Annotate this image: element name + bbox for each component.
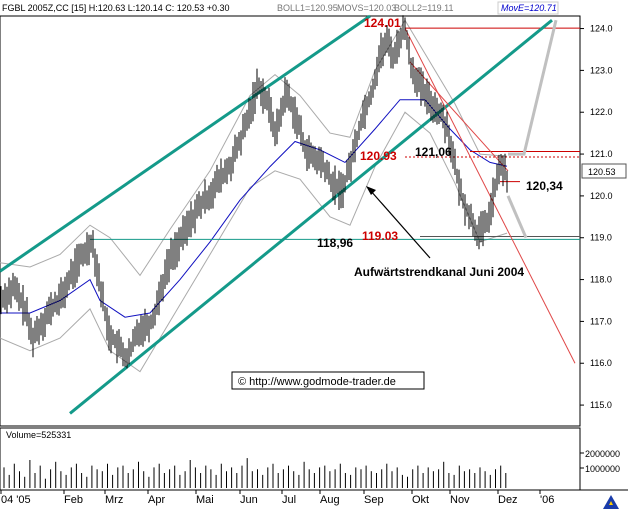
x-tick-label: 04 '05 <box>1 494 31 506</box>
bollinger-upper-line <box>0 19 508 277</box>
channel-upper-line <box>0 14 371 273</box>
x-tick-label: Mai <box>196 494 214 506</box>
header-move-box <box>497 1 559 15</box>
moving-average-line <box>0 99 508 318</box>
channel-pointer-arrowhead <box>366 186 376 195</box>
label-121: 121,06 <box>415 145 452 159</box>
channel-pointer-arrow <box>369 189 431 259</box>
downtrend-line <box>404 27 576 364</box>
header-symbol-info: FGBL 2005Z,CC [15] H:120.63 L:120.14 C: … <box>2 3 230 13</box>
label-channel: Aufwärtstrendkanal Juni 2004 <box>354 265 524 279</box>
header-boll1: BOLL1=120.95 <box>277 3 338 13</box>
volume-tick-max: 2000000 <box>585 449 620 459</box>
header: FGBL 2005Z,CC [15] H:120.63 L:120.14 C: … <box>2 1 559 15</box>
header-move: MovE=120.71 <box>501 3 557 13</box>
watermark-text: © http://www.godmode-trader.de <box>238 376 396 388</box>
current-price-marker <box>581 163 627 179</box>
bollinger-lower-line <box>0 111 508 373</box>
y-tick-label: 121.0 <box>590 149 613 159</box>
x-tick-label: Okt <box>412 494 429 506</box>
y-tick-label: 115.0 <box>590 400 612 410</box>
y-tick-label: 123.0 <box>590 65 613 75</box>
bollinger-bands <box>0 19 508 373</box>
logo-icon <box>598 493 626 511</box>
downtrend-line-inner <box>409 61 509 172</box>
x-tick-label: Mrz <box>105 494 123 506</box>
x-tick-label: Jun <box>240 494 258 506</box>
current-price-value: 120.53 <box>588 167 616 177</box>
moving-average <box>0 99 508 318</box>
label-close: 120,34 <box>526 179 563 193</box>
label-resistance: 120.93 <box>360 149 397 163</box>
price-panel-frame <box>0 15 581 427</box>
label-high: 124.01 <box>364 16 401 30</box>
x-tick-label: Nov <box>450 494 470 506</box>
x-tick-label: '06 <box>540 494 554 506</box>
y-tick-label: 120.0 <box>590 191 613 201</box>
header-movs: MOVS=120.03 <box>337 3 396 13</box>
y-tick-label: 116.0 <box>590 358 612 368</box>
x-tick-label: Aug <box>320 494 340 506</box>
x-tick-label: Jul <box>282 494 296 506</box>
label-low-left: 118,96 <box>317 236 353 250</box>
header-boll2: BOLL2=119.11 <box>394 3 453 13</box>
y-tick-label: 124.0 <box>590 24 613 34</box>
watermark-box <box>231 371 425 390</box>
annotations: 124.01 120.93 121,06 120,34 118,96 119.0… <box>231 16 563 390</box>
projection-down-line <box>506 195 528 239</box>
x-tick-label: Dez <box>498 494 518 506</box>
y-tick-label: 122.0 <box>590 107 613 117</box>
y-tick-label: 119.0 <box>590 233 612 243</box>
price-bars <box>0 15 508 369</box>
projection-up-line <box>508 19 558 156</box>
channel-lower-line <box>69 19 553 415</box>
x-tick-label: Sep <box>364 494 384 506</box>
y-tick-label: 117.0 <box>590 316 612 326</box>
volume-label: Volume=525331 <box>6 430 71 440</box>
x-tick-label: Apr <box>148 494 165 506</box>
trend-channel <box>0 14 576 415</box>
y-tick-label: 118.0 <box>590 275 612 285</box>
label-support: 119.03 <box>362 229 398 243</box>
volume-tick-mid: 1000000 <box>585 464 620 474</box>
x-axis-labels: 04 '05 Feb Mrz Apr Mai Jun Jul Aug Sep Okt Nov Dez '… <box>0 490 554 506</box>
volume-bars <box>3 452 584 488</box>
y-axis-ticks: 124.0 123.0 122.0 121.0 120.0 119.0 118.0 117.0… <box>580 24 613 410</box>
x-tick-label: Feb <box>64 494 83 506</box>
